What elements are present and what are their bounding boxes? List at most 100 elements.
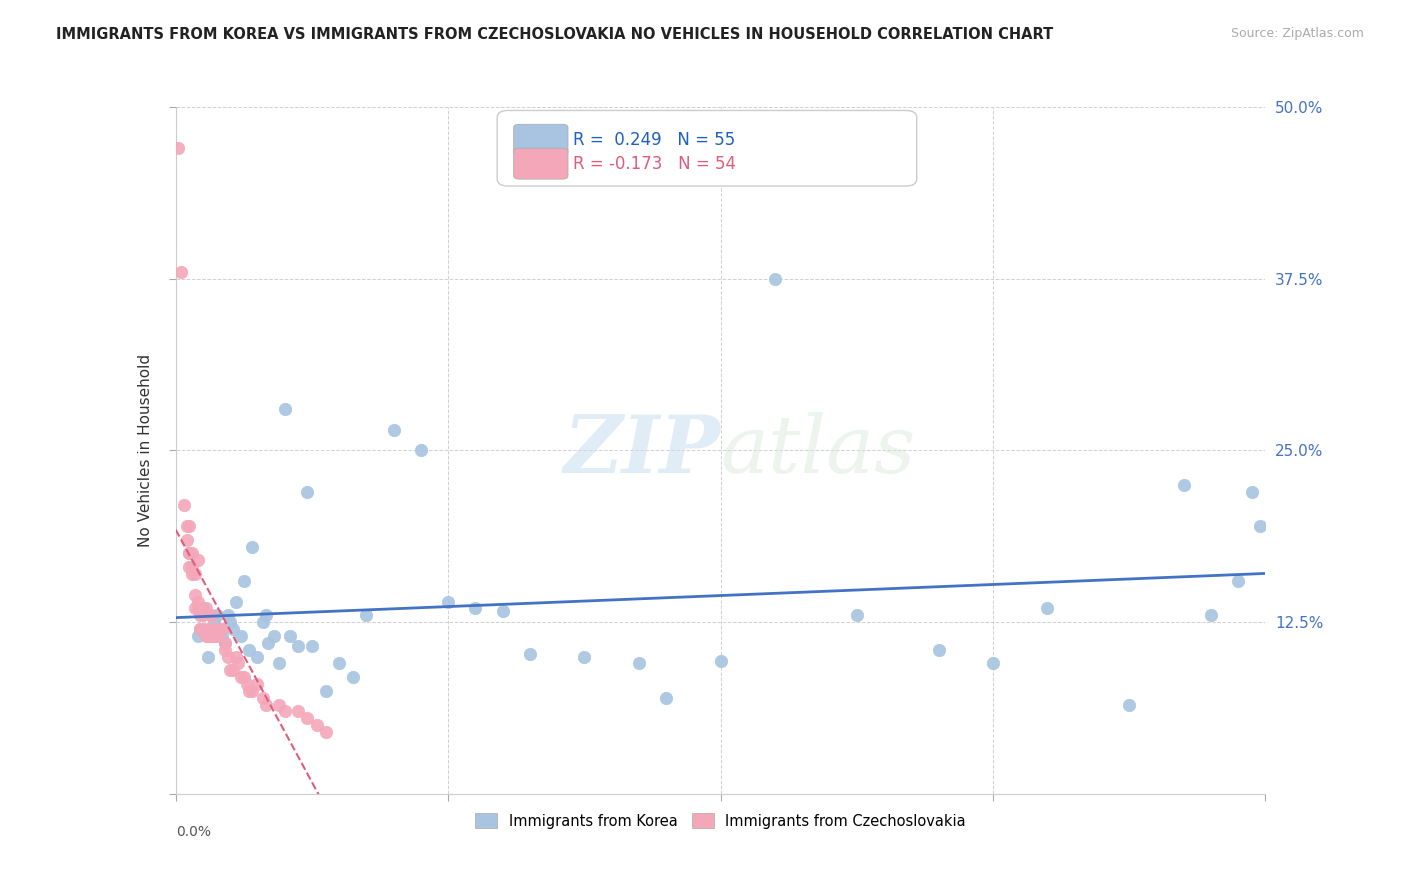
Point [197, 649, 219, 664]
Point [1240, 484, 1263, 499]
Point [1036, 601, 1059, 615]
Point [254, 608, 277, 623]
Point [184, 567, 207, 582]
Point [214, 636, 236, 650]
Point [246, 677, 269, 691]
Point [170, 265, 193, 279]
Point [205, 622, 228, 636]
Point [238, 683, 260, 698]
Point [167, 141, 190, 155]
Point [222, 663, 245, 677]
Point [188, 608, 211, 623]
Point [222, 622, 245, 636]
Point [197, 629, 219, 643]
Point [202, 615, 225, 630]
Point [179, 546, 201, 561]
Point [232, 670, 254, 684]
Point [231, 629, 253, 643]
Point [228, 657, 250, 671]
Point [238, 642, 260, 657]
Point [181, 560, 204, 574]
Point [627, 657, 650, 671]
Point [763, 271, 786, 285]
Point [240, 683, 263, 698]
Point [179, 519, 201, 533]
Point [181, 567, 204, 582]
Point [307, 718, 329, 732]
FancyBboxPatch shape [513, 124, 568, 155]
Point [409, 443, 432, 458]
Point [211, 629, 233, 643]
Text: 0.0%: 0.0% [176, 825, 211, 838]
Text: atlas: atlas [721, 412, 915, 489]
Point [173, 499, 195, 513]
Text: ZIP: ZIP [564, 412, 721, 489]
Point [219, 615, 242, 630]
Point [252, 615, 274, 630]
Point [205, 629, 228, 643]
Point [181, 546, 204, 561]
Point [191, 601, 214, 615]
Point [574, 649, 596, 664]
Point [208, 622, 231, 636]
Point [295, 484, 318, 499]
Point [382, 423, 405, 437]
Point [184, 601, 207, 615]
Point [191, 608, 214, 623]
Point [200, 608, 222, 623]
Point [928, 642, 950, 657]
Text: Source: ZipAtlas.com: Source: ZipAtlas.com [1230, 27, 1364, 40]
Point [342, 670, 364, 684]
Point [315, 683, 337, 698]
Point [301, 639, 323, 653]
Point [287, 639, 309, 653]
Point [200, 629, 222, 643]
Point [263, 629, 285, 643]
Point [1173, 478, 1195, 492]
Point [315, 725, 337, 739]
Point [208, 622, 231, 636]
Point [191, 622, 214, 636]
Point [1118, 698, 1140, 712]
Point [200, 629, 222, 643]
Point [186, 629, 209, 643]
Point [278, 629, 301, 643]
Point [179, 546, 201, 561]
Point [328, 657, 350, 671]
Text: R =  0.249   N = 55: R = 0.249 N = 55 [574, 130, 735, 149]
Point [202, 622, 225, 636]
Point [235, 677, 257, 691]
Point [252, 690, 274, 705]
Point [287, 705, 309, 719]
Point [1227, 574, 1250, 588]
Point [845, 608, 868, 623]
Point [179, 560, 201, 574]
Point [211, 622, 233, 636]
FancyBboxPatch shape [498, 111, 917, 186]
Point [269, 657, 291, 671]
Point [184, 588, 207, 602]
FancyBboxPatch shape [513, 148, 568, 179]
Point [231, 670, 253, 684]
Point [186, 594, 209, 608]
Point [197, 622, 219, 636]
Point [186, 553, 209, 567]
Point [194, 629, 217, 643]
Point [225, 594, 247, 608]
Point [1199, 608, 1222, 623]
Point [492, 604, 515, 618]
Point [176, 533, 198, 547]
Point [202, 629, 225, 643]
Point [194, 601, 217, 615]
Point [214, 636, 236, 650]
Point [464, 601, 486, 615]
Point [257, 636, 280, 650]
Point [217, 649, 239, 664]
Point [981, 657, 1004, 671]
Point [176, 519, 198, 533]
Text: R = -0.173   N = 54: R = -0.173 N = 54 [574, 154, 737, 173]
Y-axis label: No Vehicles in Household: No Vehicles in Household [138, 354, 153, 547]
Point [225, 649, 247, 664]
Point [214, 642, 236, 657]
Point [240, 540, 263, 554]
